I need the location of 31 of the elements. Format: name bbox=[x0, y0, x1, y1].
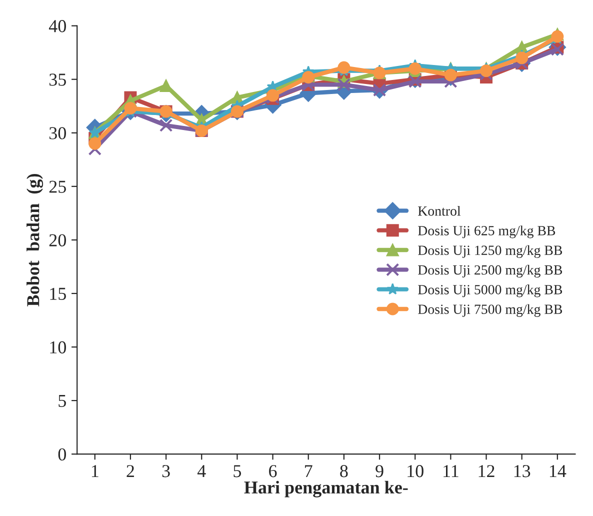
legend-label: Dosis Uji 7500 mg/kg BB bbox=[418, 304, 562, 317]
y-tick-label: 10 bbox=[50, 341, 66, 354]
legend-label: Kontrol bbox=[418, 206, 461, 216]
legend-label: Dosis Uji 1250 mg/kg BB bbox=[418, 245, 562, 258]
y-tick-label: 5 bbox=[58, 394, 66, 407]
legend-label: Dosis Uji 625 mg/kg BB bbox=[418, 226, 556, 238]
x-tick-label: 9 bbox=[376, 465, 384, 478]
x-tick-label: 10 bbox=[408, 465, 424, 478]
x-tick-label: 11 bbox=[444, 465, 458, 478]
x-tick-label: 5 bbox=[234, 465, 242, 478]
x-tick-label: 6 bbox=[269, 465, 277, 478]
legend-label: Dosis Uji 5000 mg/kg BB bbox=[418, 284, 562, 298]
y-tick-label: 25 bbox=[49, 180, 66, 193]
legend-label: Dosis Uji 2500 mg/kg BB bbox=[418, 264, 562, 278]
x-tick-label: 8 bbox=[340, 465, 348, 478]
x-tick-label: 3 bbox=[162, 465, 170, 478]
y-tick-label: 35 bbox=[49, 74, 66, 86]
y-tick-label: 15 bbox=[50, 288, 66, 300]
y-tick-label: 20 bbox=[49, 234, 66, 246]
x-tick-label: 1 bbox=[92, 465, 98, 478]
x-tick-label: 2 bbox=[126, 465, 134, 478]
y-tick-label: 40 bbox=[48, 20, 66, 32]
x-tick-label: 12 bbox=[478, 465, 494, 478]
x-tick-label: 7 bbox=[305, 465, 312, 478]
y-tick-label: 30 bbox=[49, 127, 66, 140]
x-tick-label: 4 bbox=[197, 465, 206, 478]
x-axis-title: Hari pengamatan ke- bbox=[244, 480, 408, 498]
y-axis-title: Bobot badan (g) bbox=[26, 174, 44, 306]
x-tick-label: 14 bbox=[550, 465, 566, 478]
y-tick-label: 0 bbox=[58, 448, 66, 461]
x-tick-label: 13 bbox=[514, 465, 530, 478]
